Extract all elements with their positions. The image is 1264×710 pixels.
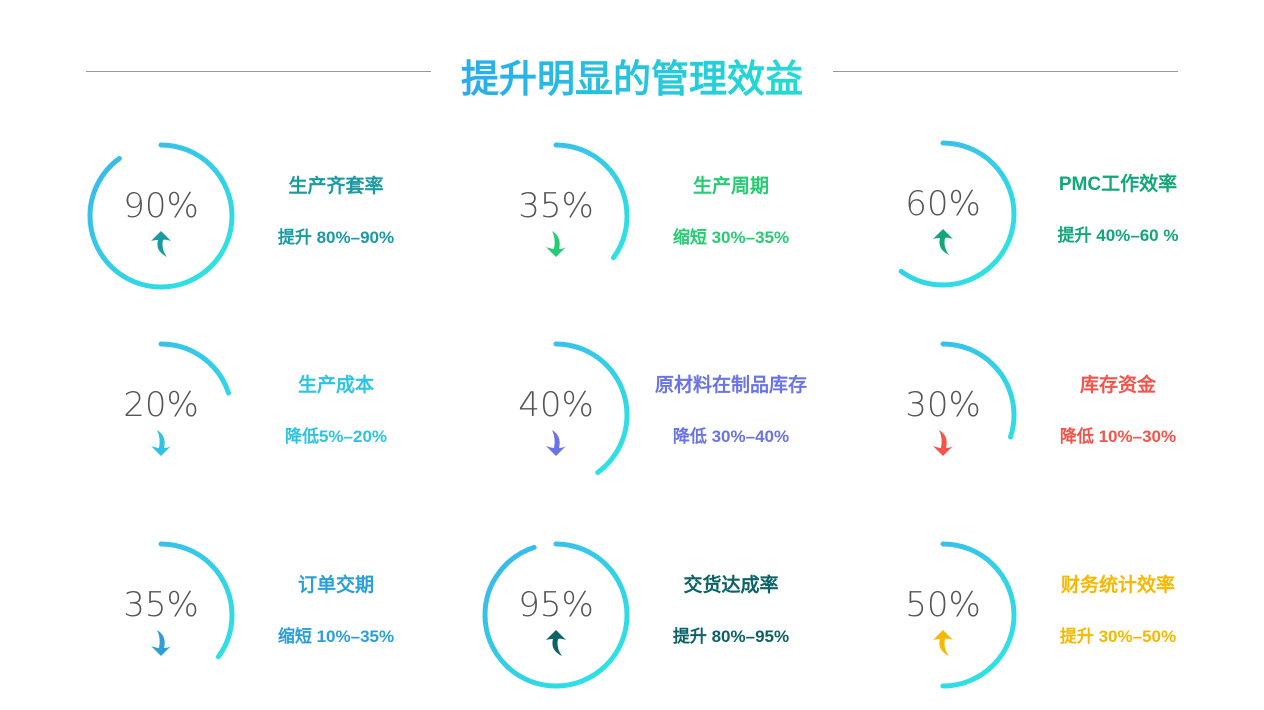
metric-name: 生产周期 [692, 176, 769, 197]
metric-name: 财务统计效率 [1060, 575, 1175, 596]
arrow-down-icon [933, 430, 953, 456]
metric-change: 提升 80%–90% [277, 228, 395, 247]
metric-name: 生产成本 [297, 375, 374, 396]
percent-value: 90% [123, 186, 199, 226]
percent-value: 40% [518, 385, 594, 425]
progress-arc [482, 541, 630, 689]
progress-ring [869, 140, 1017, 288]
arrow-down-icon [151, 630, 171, 656]
metric-name: 订单交期 [297, 575, 374, 596]
progress-arc [87, 142, 235, 290]
metric-card: 60% PMC工作效率 提升 40%–60 % [868, 129, 1248, 299]
progress-arc [87, 541, 235, 689]
percent-value: 50% [905, 585, 981, 625]
progress-ring [869, 541, 1017, 689]
metric-name: PMC工作效率 [1058, 174, 1178, 195]
arrow-down-icon [151, 430, 171, 456]
progress-arc [482, 142, 630, 290]
metric-card: 50% 财务统计效率 提升 30%–50% [868, 530, 1248, 700]
arrow-up-icon [151, 231, 171, 257]
metric-change: 缩短 10%–35% [277, 627, 395, 646]
progress-arc [869, 341, 1017, 489]
metric-name: 原材料在制品库存 [654, 375, 807, 396]
percent-value: 30% [905, 385, 981, 425]
arrow-up-icon [933, 229, 953, 255]
title-divider-right [833, 71, 1178, 72]
percent-value: 35% [123, 585, 199, 625]
arrow-up-icon [546, 630, 566, 656]
metric-change: 降低 10%–30% [1059, 427, 1177, 446]
progress-arc [869, 140, 1017, 288]
arrow-down-icon [546, 430, 566, 456]
metric-change: 提升 80%–95% [672, 627, 790, 646]
metric-card: 90% 生产齐套率 提升 80%–90% [86, 131, 466, 301]
progress-ring [87, 541, 235, 689]
percent-value: 95% [518, 585, 594, 625]
metric-card: 40% 原材料在制品库存 降低 30%–40% [481, 330, 861, 500]
metric-card: 95% 交货达成率 提升 80%–95% [481, 530, 861, 700]
title-divider-left [86, 71, 431, 72]
progress-ring [482, 541, 630, 689]
metric-name: 生产齐套率 [288, 176, 384, 197]
metric-name: 库存资金 [1079, 375, 1156, 396]
progress-arc [869, 541, 1017, 689]
progress-ring [87, 142, 235, 290]
page-title: 提升明显的管理效益 [432, 48, 832, 103]
percent-value: 35% [518, 186, 594, 226]
progress-arc [87, 341, 235, 489]
progress-ring [482, 341, 630, 489]
percent-value: 60% [905, 184, 981, 224]
metric-name: 交货达成率 [683, 575, 779, 596]
percent-value: 20% [123, 385, 199, 425]
metric-change: 降低 30%–40% [672, 427, 790, 446]
arrow-down-icon [546, 231, 566, 257]
metric-change: 降低5%–20% [284, 427, 388, 446]
metric-card: 35% 订单交期 缩短 10%–35% [86, 530, 466, 700]
progress-arc [482, 341, 630, 489]
progress-ring [869, 341, 1017, 489]
progress-ring [87, 341, 235, 489]
metric-card: 20% 生产成本 降低5%–20% [86, 330, 466, 500]
metric-change: 缩短 30%–35% [672, 228, 790, 247]
metric-card: 30% 库存资金 降低 10%–30% [868, 330, 1248, 500]
arrow-up-icon [933, 630, 953, 656]
metric-change: 提升 40%–60 % [1057, 226, 1179, 245]
metric-card: 35% 生产周期 缩短 30%–35% [481, 131, 861, 301]
metric-change: 提升 30%–50% [1059, 627, 1177, 646]
progress-ring [482, 142, 630, 290]
